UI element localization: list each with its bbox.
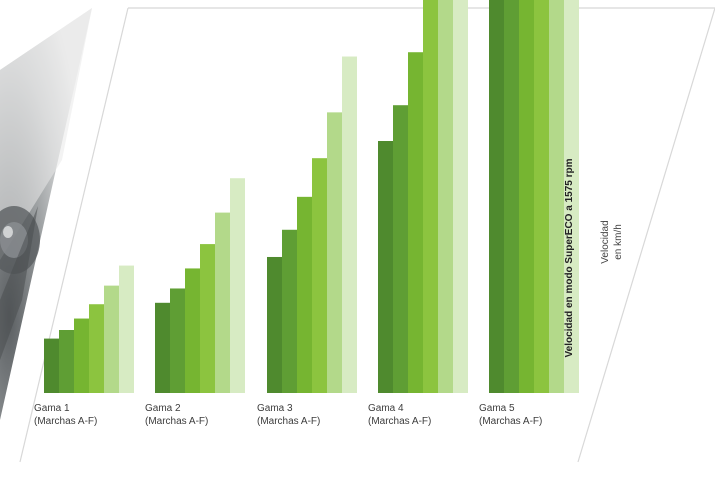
bar-g5-s4 [534,0,549,393]
bar-g3-s1 [267,256,282,393]
category-label-5-line2: (Marchas A-F) [479,416,542,427]
chart-frame [19,7,715,463]
bar-g2-s1 [155,302,170,393]
rotated-axis-label: Velocidad en modo SuperECO a 1575 rpm [564,158,575,357]
category-label-4-line1: Gama 4 [368,403,404,414]
bar-g5-s1 [489,0,504,393]
bar-g4-s1 [378,141,393,393]
bar-g2-s3 [185,268,200,393]
bar-g3-s5 [327,112,342,393]
bar-g1-s5 [104,285,119,393]
bar-g1-s2 [59,330,74,393]
bar-g3-s3 [297,196,312,393]
bar-g5-s2 [504,0,519,393]
category-label-2-line2: (Marchas A-F) [145,416,208,427]
category-label-3-line2: (Marchas A-F) [257,416,320,427]
photo-panel [0,8,92,420]
bar-g2-s6 [230,178,245,393]
category-label-2-line1: Gama 2 [145,403,181,414]
category-label-1-line1: Gama 1 [34,403,70,414]
bar-g2-s5 [215,212,230,393]
bar-g4-s6 [453,0,468,393]
bar-g3-s2 [282,229,297,393]
bar-g1-s6 [119,265,134,393]
bar-g4-s4 [423,0,438,394]
category-labels: Gama 1 (Marchas A-F) Gama 2 (Marchas A-F) Ga… [34,403,542,427]
bar-g3-s6 [342,56,357,393]
bar-g2-s2 [170,288,185,393]
unit-label: Velocidad en km/h [600,220,624,263]
category-label-1-line2: (Marchas A-F) [34,416,97,427]
bar-g4-s5 [438,0,453,393]
bar-g5-s5 [549,0,564,393]
bar-g4-s3 [408,52,423,394]
bar-g3-s4 [312,158,327,393]
bars-layer [44,0,579,394]
bar-g1-s3 [74,318,89,393]
unit-label-line1: Velocidad [600,220,611,263]
unit-label-line2: en km/h [613,224,624,260]
bar-g1-s1 [44,338,59,393]
category-label-3-line1: Gama 3 [257,403,293,414]
bar-g4-s2 [393,105,408,394]
bar-g1-s4 [89,304,104,393]
bar-g5-s3 [519,0,534,394]
bar-g2-s4 [200,244,215,393]
category-label-4-line2: (Marchas A-F) [368,416,431,427]
bar-g5-s6 [564,0,579,393]
category-label-5-line1: Gama 5 [479,403,515,414]
